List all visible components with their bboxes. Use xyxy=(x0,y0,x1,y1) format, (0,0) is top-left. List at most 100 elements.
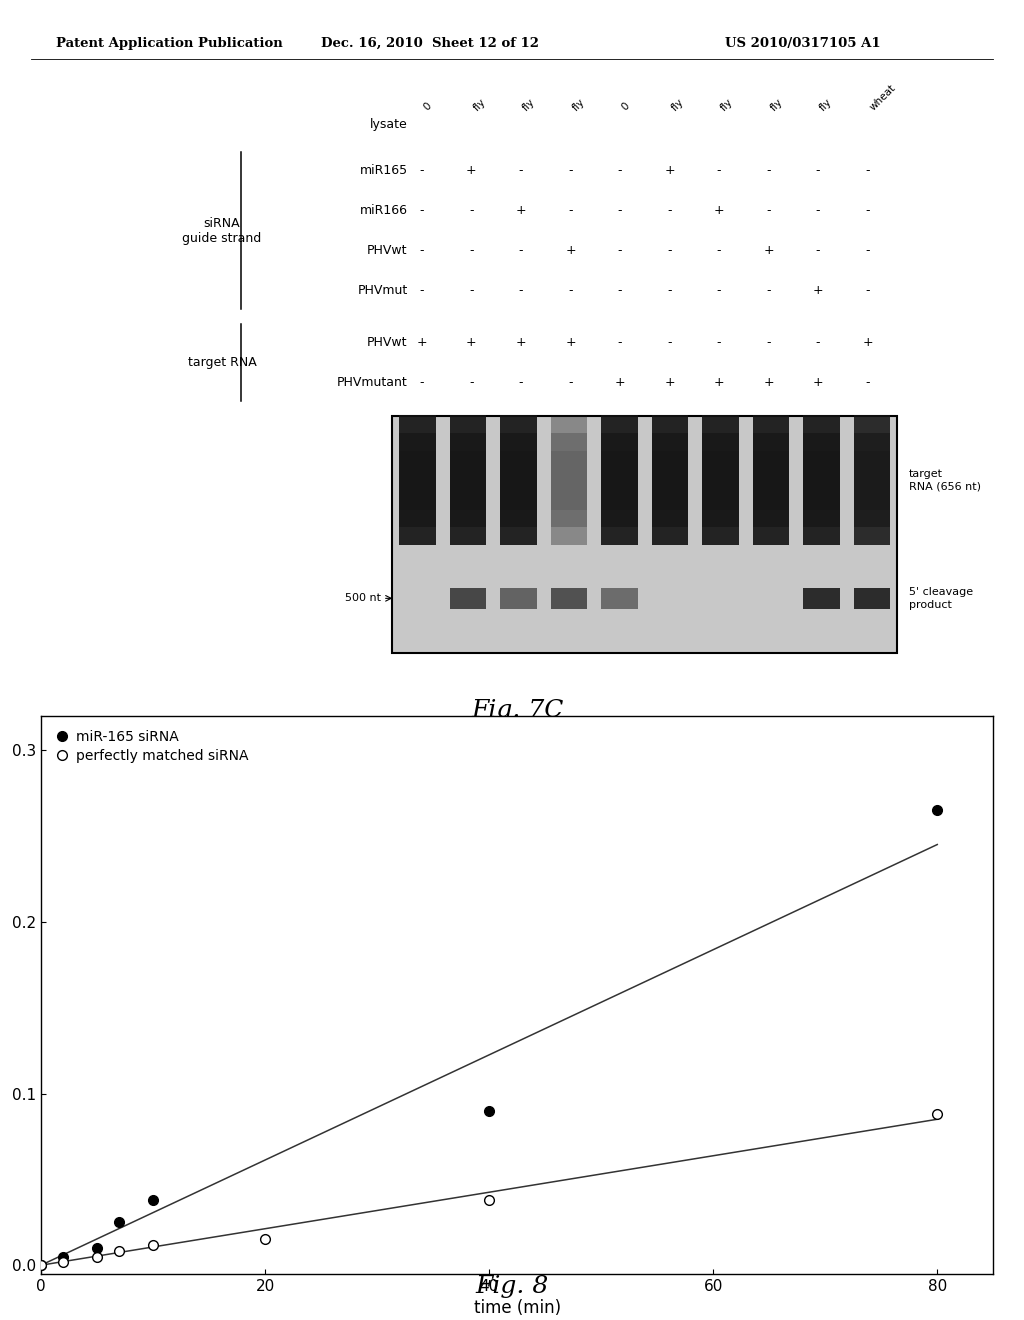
Text: 0: 0 xyxy=(422,100,433,112)
Text: -: - xyxy=(617,337,623,350)
Text: -: - xyxy=(717,164,721,177)
Text: -: - xyxy=(865,284,869,297)
Text: -: - xyxy=(865,376,869,389)
Text: -: - xyxy=(617,244,623,257)
Bar xyxy=(702,450,738,510)
Text: -: - xyxy=(865,244,869,257)
Text: +: + xyxy=(665,376,675,389)
Text: -: - xyxy=(816,205,820,218)
Text: +: + xyxy=(614,376,626,389)
Text: 5' cleavage
product: 5' cleavage product xyxy=(908,586,973,610)
Text: +: + xyxy=(665,164,675,177)
Text: -: - xyxy=(766,205,771,218)
Text: -: - xyxy=(519,376,523,389)
Bar xyxy=(501,433,537,528)
Bar xyxy=(753,433,790,528)
Text: lysate: lysate xyxy=(370,119,408,131)
Bar xyxy=(392,416,897,652)
Text: Fig. 8: Fig. 8 xyxy=(475,1275,549,1298)
Bar xyxy=(450,433,486,528)
Bar xyxy=(652,433,688,528)
Bar xyxy=(501,416,537,545)
Text: fly: fly xyxy=(521,96,538,112)
Text: -: - xyxy=(568,376,572,389)
Bar xyxy=(399,433,436,528)
Text: -: - xyxy=(469,376,474,389)
Text: -: - xyxy=(420,205,424,218)
Text: -: - xyxy=(568,284,572,297)
Text: -: - xyxy=(816,164,820,177)
Text: target RNA: target RNA xyxy=(187,356,256,370)
Bar xyxy=(551,587,587,609)
Text: -: - xyxy=(420,376,424,389)
Text: PHVmut: PHVmut xyxy=(357,284,408,297)
Bar xyxy=(753,416,790,545)
Text: +: + xyxy=(862,337,872,350)
Text: -: - xyxy=(668,244,672,257)
Text: -: - xyxy=(519,244,523,257)
Text: -: - xyxy=(766,337,771,350)
Text: -: - xyxy=(568,205,572,218)
Bar xyxy=(450,416,486,545)
Text: +: + xyxy=(763,376,774,389)
Bar xyxy=(702,416,738,545)
Text: +: + xyxy=(565,337,575,350)
Bar xyxy=(399,416,436,545)
Text: fly: fly xyxy=(570,96,587,112)
Text: siRNA
guide strand: siRNA guide strand xyxy=(182,216,261,244)
Text: -: - xyxy=(717,337,721,350)
Bar xyxy=(501,587,537,609)
Text: US 2010/0317105 A1: US 2010/0317105 A1 xyxy=(725,37,881,50)
Text: -: - xyxy=(617,164,623,177)
Text: PHVwt: PHVwt xyxy=(367,244,408,257)
Text: fly: fly xyxy=(769,96,784,112)
Text: -: - xyxy=(469,205,474,218)
Bar xyxy=(399,450,436,510)
Text: -: - xyxy=(469,284,474,297)
Text: -: - xyxy=(668,337,672,350)
Text: +: + xyxy=(813,376,823,389)
Text: -: - xyxy=(469,244,474,257)
Text: -: - xyxy=(816,244,820,257)
Bar xyxy=(601,450,638,510)
Text: +: + xyxy=(565,244,575,257)
Text: +: + xyxy=(714,376,724,389)
Text: miR165: miR165 xyxy=(359,164,408,177)
Bar xyxy=(854,587,890,609)
Text: fly: fly xyxy=(670,96,686,112)
X-axis label: time (min): time (min) xyxy=(473,1299,561,1317)
Bar xyxy=(551,416,587,545)
Text: +: + xyxy=(516,205,526,218)
Text: -: - xyxy=(717,284,721,297)
Text: fly: fly xyxy=(818,96,835,112)
Text: -: - xyxy=(420,244,424,257)
Text: Fig. 7C: Fig. 7C xyxy=(471,698,563,722)
Text: +: + xyxy=(417,337,427,350)
Text: -: - xyxy=(568,164,572,177)
Text: wheat: wheat xyxy=(867,83,897,112)
Text: -: - xyxy=(519,284,523,297)
Bar xyxy=(450,587,486,609)
Bar xyxy=(501,450,537,510)
Text: -: - xyxy=(717,244,721,257)
Bar xyxy=(803,433,840,528)
Text: target
RNA (656 nt): target RNA (656 nt) xyxy=(908,469,981,492)
Bar xyxy=(652,416,688,545)
Text: 500 nt: 500 nt xyxy=(345,593,381,603)
Text: -: - xyxy=(865,164,869,177)
Bar xyxy=(854,450,890,510)
Text: 0: 0 xyxy=(620,100,632,112)
Text: -: - xyxy=(519,164,523,177)
Text: -: - xyxy=(617,284,623,297)
Text: fly: fly xyxy=(471,96,487,112)
Text: -: - xyxy=(617,205,623,218)
Text: -: - xyxy=(420,284,424,297)
Bar xyxy=(551,433,587,528)
Text: PHVwt: PHVwt xyxy=(367,337,408,350)
Text: -: - xyxy=(766,164,771,177)
Text: +: + xyxy=(516,337,526,350)
Text: +: + xyxy=(763,244,774,257)
Bar xyxy=(854,416,890,545)
Text: PHVmutant: PHVmutant xyxy=(337,376,408,389)
Text: +: + xyxy=(813,284,823,297)
